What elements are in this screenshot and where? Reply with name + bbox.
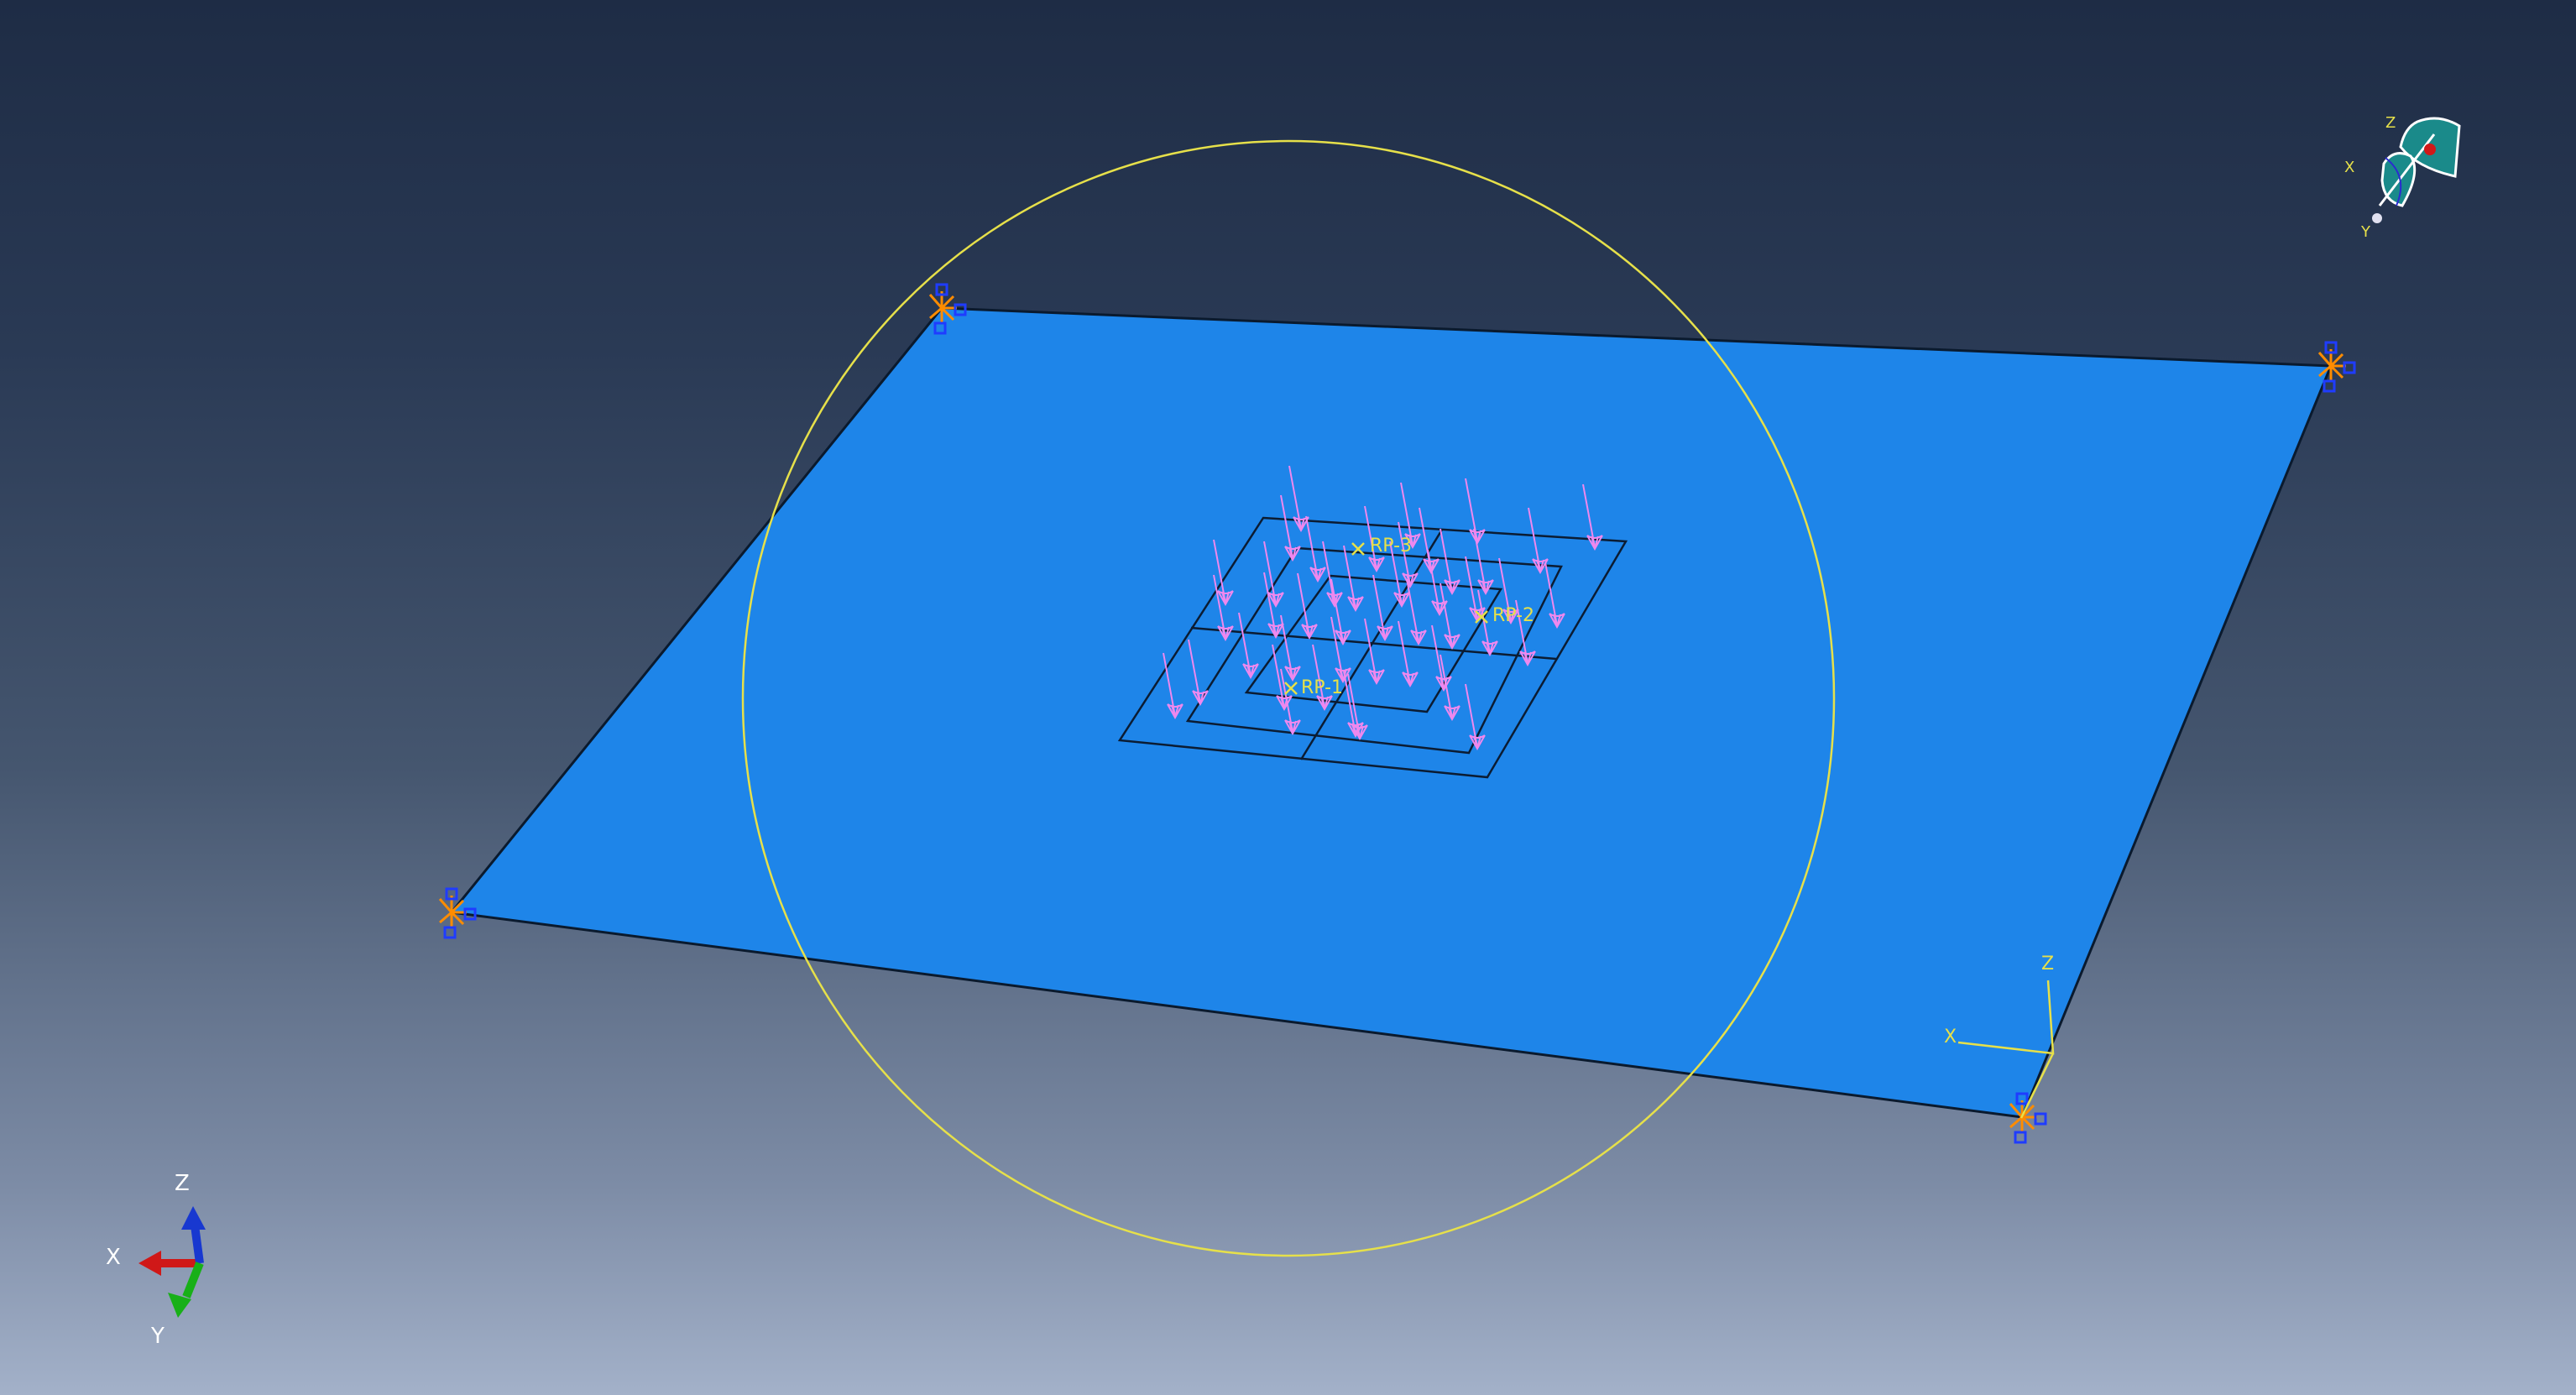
pressure-load-arrow-icon <box>1188 639 1209 707</box>
pressure-load-arrow-icon <box>1263 541 1284 609</box>
pressure-load-arrow-icon <box>1364 505 1385 573</box>
rp3-label: RP-3 <box>1370 536 1412 556</box>
pressure-load-arrow-icon <box>1343 671 1364 739</box>
pressure-load-arrow-icon <box>1213 539 1234 607</box>
pressure-load-arrow-icon <box>1330 616 1351 684</box>
rp2-label: RP-2 <box>1492 605 1534 626</box>
pressure-load-arrow-icon <box>1498 557 1519 625</box>
pressure-load-arrow-icon <box>1163 652 1183 720</box>
local-csys-z-label: Z <box>2041 954 2054 974</box>
pressure-load-arrow-icon <box>1431 624 1452 692</box>
pressure-load-arrow-icon <box>1440 528 1460 596</box>
x-axis-arrowhead-icon <box>138 1251 161 1276</box>
rp1-label: RP-1 <box>1301 677 1343 698</box>
pressure-load-arrow-icon <box>1238 612 1259 680</box>
encastre-bc-icon <box>2317 341 2356 393</box>
pressure-load-group <box>1163 465 1603 751</box>
pressure-load-arrow-icon <box>1280 494 1301 562</box>
pressure-load-arrow-icon <box>1297 572 1318 640</box>
pressure-load-arrow-icon <box>1305 515 1326 583</box>
reference-point-rp2[interactable]: RP-2 <box>1475 605 1534 626</box>
pressure-load-arrow-icon <box>1372 574 1393 642</box>
pressure-load-arrow-icon <box>1440 583 1460 650</box>
pressure-load-arrow-icon <box>1400 482 1421 550</box>
y-axis-arrowhead-icon <box>168 1293 191 1318</box>
pressure-load-arrow-icon <box>1343 545 1364 613</box>
triad-z-label: Z <box>175 1171 190 1196</box>
pressure-load-arrow-icon <box>1406 578 1427 646</box>
triad-y-label: Y <box>150 1324 165 1349</box>
pressure-load-arrow-icon <box>1528 507 1549 575</box>
view-manipulator-y-label: Y <box>2360 223 2371 241</box>
local-csys-x-label: X <box>1944 1027 1957 1048</box>
reference-point-rp3[interactable]: RP-3 <box>1351 536 1412 556</box>
pressure-load-arrow-icon <box>1263 572 1284 640</box>
partition-grid <box>1117 516 1628 779</box>
pressure-load-arrow-icon <box>1477 589 1498 657</box>
pressure-load-arrow-icon <box>1440 654 1460 722</box>
pressure-load-arrow-icon <box>1272 644 1293 712</box>
view-manipulator-x-label: X <box>2344 159 2354 176</box>
triad-x-label: X <box>106 1245 121 1270</box>
local-csys: X Z <box>1944 954 2055 1119</box>
pressure-load-arrow-icon <box>1364 618 1385 686</box>
pressure-load-arrow-icon <box>1398 620 1419 688</box>
pressure-load-arrow-icon <box>1389 541 1410 609</box>
view-manipulator[interactable]: Z X Y <box>2344 114 2461 241</box>
boundary-conditions <box>438 283 2356 1144</box>
local-csys-axes <box>1957 980 2055 1119</box>
selection-circle <box>741 139 1836 1257</box>
pressure-load-arrow-icon <box>1280 614 1301 682</box>
pressure-load-arrow-icon <box>1398 521 1419 589</box>
pressure-load-arrow-icon <box>1288 465 1309 533</box>
reference-point-cross-icon <box>1475 610 1488 624</box>
encastre-bc-icon <box>438 887 477 939</box>
pressure-load-arrow-icon <box>1330 578 1351 646</box>
z-axis-arrowhead-icon <box>181 1206 206 1230</box>
pressure-load-arrow-icon <box>1347 673 1368 741</box>
encastre-bc-icon <box>928 283 967 335</box>
pressure-load-arrow-icon <box>1473 528 1494 596</box>
pressure-load-arrow-icon <box>1312 644 1333 712</box>
global-triad: Z X Y <box>106 1171 206 1349</box>
pressure-load-arrow-icon <box>1465 683 1486 751</box>
pressure-load-arrow-icon <box>1427 549 1448 617</box>
pressure-load-arrow-icon <box>1280 668 1301 736</box>
pressure-load-arrow-icon <box>1515 599 1536 667</box>
pressure-load-arrow-icon <box>1213 574 1234 642</box>
view-manipulator-z-label: Z <box>2385 114 2396 132</box>
reference-point-cross-icon <box>1351 542 1365 556</box>
pressure-load-arrow-icon <box>1582 483 1603 551</box>
reference-point-cross-icon <box>1284 682 1298 695</box>
reference-point-rp1[interactable]: RP-1 <box>1284 677 1343 698</box>
pressure-load-arrow-icon <box>1544 562 1565 630</box>
